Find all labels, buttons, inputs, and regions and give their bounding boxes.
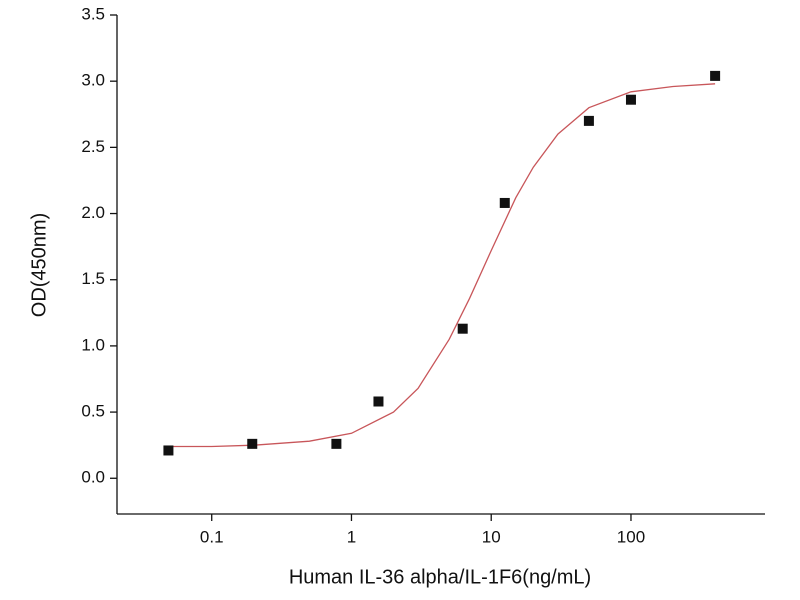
y-tick-label: 3.5 — [81, 4, 105, 23]
data-point — [710, 70, 721, 81]
x-axis-title: Human IL-36 alpha/IL-1F6(ng/mL) — [289, 566, 591, 588]
y-axis-title: OD(450nm) — [28, 213, 50, 317]
x-tick-label: 100 — [617, 527, 645, 546]
y-tick-label: 1.0 — [81, 335, 105, 354]
y-tick-label: 3.0 — [81, 71, 105, 90]
data-point — [457, 323, 468, 334]
data-point — [499, 197, 510, 208]
data-point — [625, 94, 636, 105]
y-tick-label: 0.5 — [81, 402, 105, 421]
data-point — [373, 396, 384, 407]
x-tick-label: 1 — [347, 527, 356, 546]
y-tick-label: 1.5 — [81, 269, 105, 288]
fit-curve — [169, 83, 716, 448]
data-point — [247, 438, 258, 449]
data-point — [163, 445, 174, 456]
data-point — [583, 115, 594, 126]
y-tick-label: 2.0 — [81, 203, 105, 222]
y-tick-label: 0.0 — [81, 468, 105, 487]
y-tick-label: 2.5 — [81, 137, 105, 156]
data-point — [331, 438, 342, 449]
x-tick-label: 10 — [482, 527, 501, 546]
x-tick-label: 0.1 — [200, 527, 224, 546]
